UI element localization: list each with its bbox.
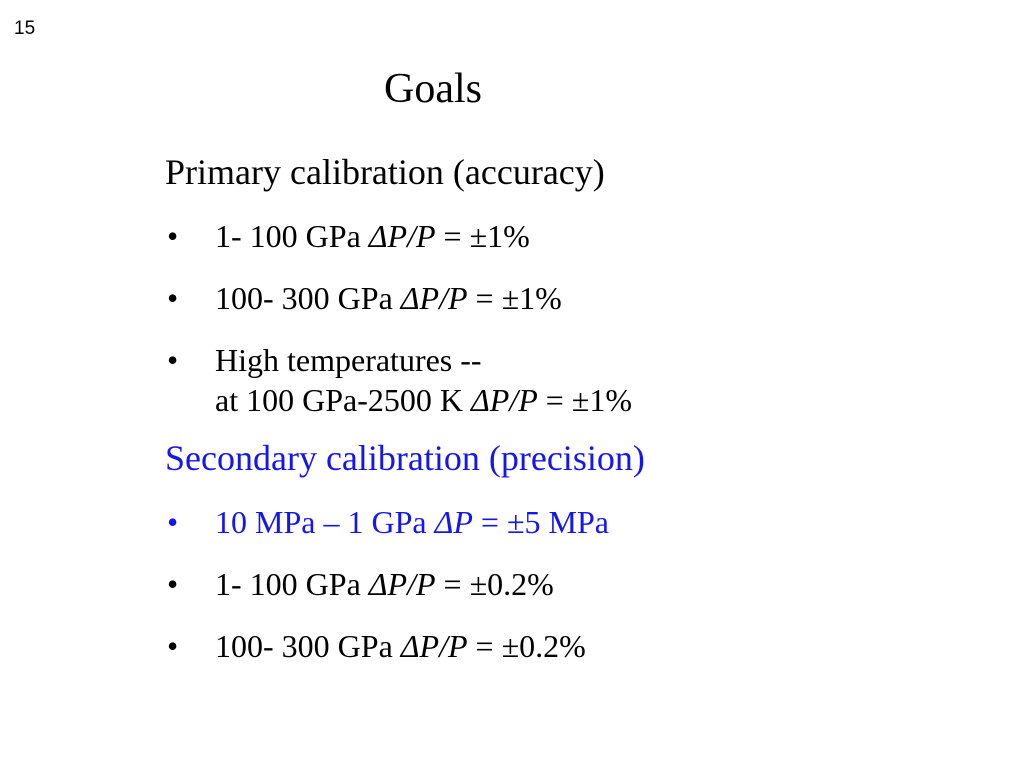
item-variable: ΔP/P	[368, 218, 436, 254]
item-variable: ΔP/P	[400, 280, 468, 316]
item-text: 1- 100 GPa	[215, 218, 369, 254]
bullet-marker: •	[167, 218, 179, 254]
secondary-calibration-heading: Secondary calibration (precision)	[165, 438, 645, 478]
list-item: • 1- 100 GPa ΔP/P = ±0.2%	[165, 564, 985, 604]
item-value: = ±1%	[435, 218, 530, 254]
item-text-line2: at 100 GPa-2500 K ΔP/P = ±1%	[215, 380, 985, 420]
item-value: = ±5 MPa	[472, 504, 609, 540]
slide-title: Goals	[384, 66, 482, 112]
item-text: 100- 300 GPa	[215, 280, 401, 316]
list-item: • 100- 300 GPa ΔP/P = ±0.2%	[165, 626, 985, 666]
bullet-marker: •	[167, 342, 179, 378]
item-text: 1- 100 GPa	[215, 566, 369, 602]
item-value: = ±0.2%	[467, 628, 586, 664]
item-value: = ±1%	[537, 382, 632, 418]
item-variable: ΔP/P	[400, 628, 468, 664]
item-text: 10 MPa – 1 GPa	[215, 504, 435, 540]
primary-calibration-list: • 1- 100 GPa ΔP/P = ±1% • 100- 300 GPa Δ…	[165, 216, 985, 420]
item-variable: ΔP	[434, 504, 473, 540]
list-item: • High temperatures -- at 100 GPa-2500 K…	[165, 340, 985, 420]
item-variable: ΔP/P	[368, 566, 436, 602]
bullet-marker: •	[167, 280, 179, 316]
item-variable: ΔP/P	[470, 382, 538, 418]
bullet-marker: •	[167, 504, 179, 540]
list-item: • 1- 100 GPa ΔP/P = ±1%	[165, 216, 985, 256]
bullet-marker: •	[167, 566, 179, 602]
item-text-line1: High temperatures --	[215, 342, 482, 378]
item-value: = ±1%	[467, 280, 562, 316]
primary-calibration-heading: Primary calibration (accuracy)	[165, 152, 605, 192]
slide-number: 15	[14, 18, 36, 39]
list-item: • 100- 300 GPa ΔP/P = ±1%	[165, 278, 985, 318]
secondary-calibration-list: • 10 MPa – 1 GPa ΔP = ±5 MPa • 1- 100 GP…	[165, 502, 985, 666]
bullet-marker: •	[167, 628, 179, 664]
item-text: 100- 300 GPa	[215, 628, 401, 664]
item-value: = ±0.2%	[435, 566, 554, 602]
list-item: • 10 MPa – 1 GPa ΔP = ±5 MPa	[165, 502, 985, 542]
item-text: at 100 GPa-2500 K	[215, 382, 471, 418]
slide-content: Primary calibration (accuracy) • 1- 100 …	[165, 150, 985, 666]
